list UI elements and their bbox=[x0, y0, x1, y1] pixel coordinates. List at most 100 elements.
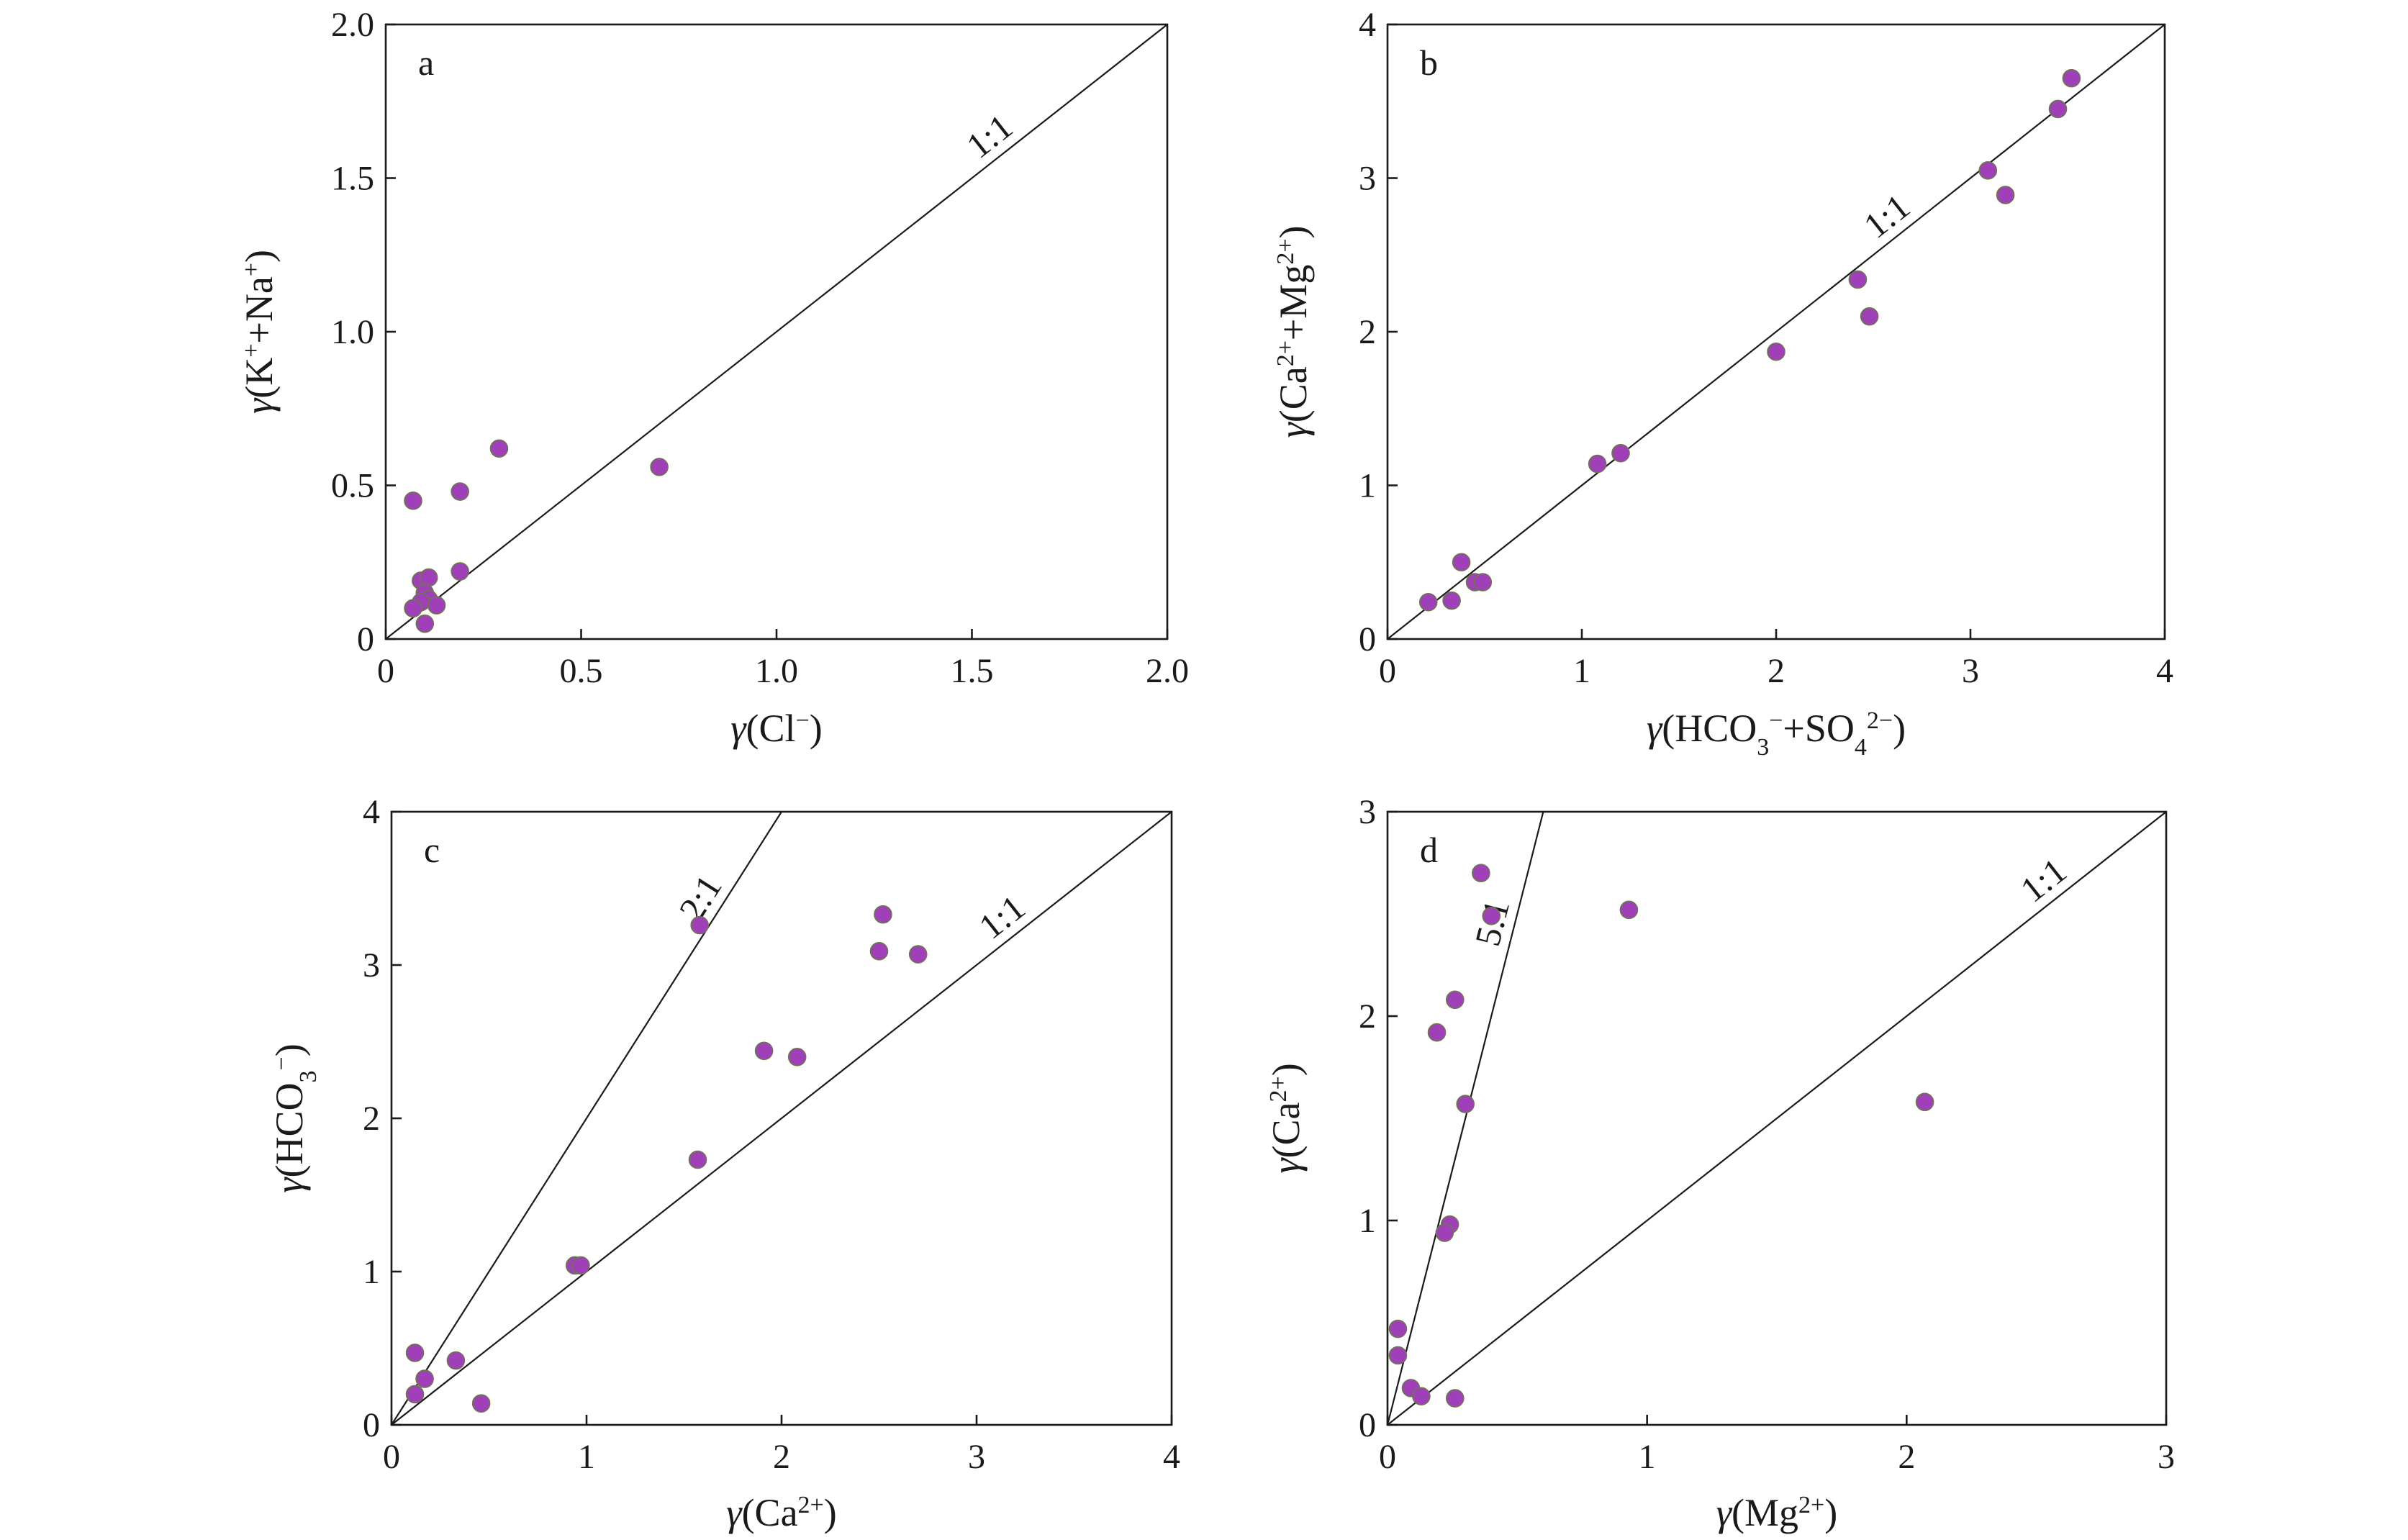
panel-d-data-point bbox=[1388, 1319, 1408, 1339]
panel-c-line-1-1 bbox=[391, 811, 1172, 1426]
panel-b-y-tick-label: 0 bbox=[1359, 620, 1376, 658]
panel-d-y-tick-label: 3 bbox=[1359, 793, 1376, 831]
panel-d-data-point bbox=[1445, 990, 1465, 1010]
panel-c-y-tick-label: 0 bbox=[363, 1406, 380, 1444]
panel-a-line-label: 1:1 bbox=[959, 106, 1020, 166]
panel-b-data-point bbox=[1767, 342, 1785, 361]
panel-a-x-tick-label: 1.0 bbox=[755, 652, 798, 690]
panel-a-data-point bbox=[427, 596, 446, 615]
panel-a-y-tick-label: 0.5 bbox=[331, 467, 374, 505]
panel-a-data-point bbox=[415, 614, 435, 633]
panel-b-x-tick-label: 0 bbox=[1379, 652, 1396, 690]
panel-c-x-tick-label: 0 bbox=[383, 1438, 400, 1476]
panel-b-data-point bbox=[1418, 592, 1438, 612]
panel-c-y-tick-label: 2 bbox=[363, 1100, 380, 1138]
panel-d-line-5-1 bbox=[1386, 811, 1544, 1426]
panel-a-y-axis-label: γ(K++Na+) bbox=[237, 250, 281, 414]
panel-c-label: c bbox=[424, 830, 440, 870]
panel-c-line-label: 1:1 bbox=[972, 887, 1033, 947]
panel-a-data-point bbox=[419, 568, 438, 587]
panel-b-data-point bbox=[1996, 186, 2015, 204]
panel-a-data-point bbox=[451, 482, 469, 501]
panel-c-y-axis-label: γ(HCO3−) bbox=[268, 1043, 322, 1192]
panel-a-data-point bbox=[404, 599, 422, 618]
panel-d-x-tick-label: 1 bbox=[1639, 1438, 1656, 1476]
panel-d-data-point bbox=[1915, 1092, 1934, 1112]
panel-a-data-point bbox=[451, 562, 469, 581]
panel-a-y-tick-label: 2.0 bbox=[331, 6, 374, 44]
panel-d-line-label: 1:1 bbox=[2013, 850, 2074, 910]
panel-d-data-point bbox=[1482, 907, 1501, 925]
panel-a-x-tick-label: 1.5 bbox=[951, 652, 994, 690]
panel-b-data-point bbox=[1588, 454, 1607, 474]
panel-c-data-point bbox=[405, 1385, 425, 1404]
panel-d-data-point bbox=[1472, 864, 1490, 882]
panel-d-y-tick-label: 2 bbox=[1359, 997, 1376, 1036]
panel-c-x-axis-label: γ(Ca2+) bbox=[726, 1491, 836, 1534]
panel-b-data-point bbox=[2048, 99, 2068, 119]
panel-c-data-point bbox=[571, 1256, 590, 1275]
panel-d-x-tick-label: 2 bbox=[1898, 1438, 1915, 1476]
panel-c-data-point bbox=[754, 1041, 774, 1061]
panel-d-frame bbox=[1386, 810, 2168, 1426]
panel-c-x-tick-label: 2 bbox=[773, 1438, 790, 1476]
panel-a-y-tick-label: 0 bbox=[357, 620, 374, 658]
panel-c-data-point bbox=[405, 1344, 425, 1362]
panel-b-line-label: 1:1 bbox=[1856, 186, 1917, 246]
panel-b-data-point bbox=[1473, 573, 1493, 592]
panel-a-line-1-1 bbox=[385, 24, 1168, 640]
panel-c-data-point bbox=[690, 915, 709, 935]
panel-c-data-point bbox=[874, 905, 892, 924]
panel-a-x-axis-label: γ(Cl−) bbox=[730, 707, 822, 750]
panel-b-x-tick-label: 2 bbox=[1767, 652, 1785, 690]
panel-d-data-point bbox=[1619, 900, 1639, 920]
panel-c-data-point bbox=[446, 1351, 466, 1370]
panel-d-data-point bbox=[1412, 1387, 1431, 1406]
panel-b-y-tick-label: 1 bbox=[1359, 467, 1376, 505]
panel-a-x-tick-label: 0 bbox=[377, 652, 394, 690]
panel-c-x-tick-label: 3 bbox=[968, 1438, 985, 1476]
panel-d-y-axis-label: γ(Ca2+) bbox=[1264, 1063, 1308, 1173]
panel-c-line-2-1 bbox=[391, 811, 782, 1426]
panel-d-data-point bbox=[1445, 1389, 1465, 1408]
panel-c-data-point bbox=[787, 1048, 807, 1066]
panel-c-data-point bbox=[415, 1369, 434, 1388]
panel-b-label: b bbox=[1420, 42, 1438, 83]
panel-d-label: d bbox=[1420, 830, 1438, 870]
panel-b-x-axis-label: γ(HCO3−+SO42−) bbox=[1647, 707, 1906, 761]
panel-a-data-point bbox=[650, 458, 669, 476]
panel-d-data-point bbox=[1456, 1095, 1475, 1113]
panel-a-y-tick-label: 1.5 bbox=[331, 160, 374, 198]
panel-b-data-point bbox=[1442, 591, 1461, 610]
panel-c-y-tick-label: 4 bbox=[363, 793, 380, 831]
panel-b-y-tick-label: 2 bbox=[1359, 313, 1376, 351]
panel-b-y-axis-label: γ(Ca2++Mg2+) bbox=[1272, 225, 1315, 438]
panel-b-data-point bbox=[2062, 68, 2081, 88]
panel-c-x-tick-label: 4 bbox=[1163, 1438, 1180, 1476]
panel-b-line-1-1 bbox=[1387, 24, 2165, 640]
panel-d-x-tick-label: 3 bbox=[2158, 1438, 2175, 1476]
panel-b-x-tick-label: 4 bbox=[2156, 652, 2173, 690]
panel-b-x-tick-label: 3 bbox=[1962, 652, 1979, 690]
panel-c-data-point bbox=[869, 942, 889, 961]
panel-b-y-tick-label: 4 bbox=[1359, 6, 1376, 44]
panel-d-x-axis-label: γ(Mg2+) bbox=[1716, 1491, 1837, 1534]
panel-c-data-point bbox=[471, 1394, 491, 1413]
panel-b-data-point bbox=[1860, 307, 1879, 326]
panel-d-data-point bbox=[1427, 1023, 1447, 1042]
panel-c-data-point bbox=[908, 945, 928, 964]
panel-a-x-tick-label: 0.5 bbox=[560, 652, 603, 690]
panel-d-y-tick-label: 0 bbox=[1359, 1406, 1376, 1444]
panel-a-data-point bbox=[404, 492, 422, 510]
panel-d-x-tick-label: 0 bbox=[1379, 1438, 1396, 1476]
panel-b-data-point bbox=[1452, 553, 1471, 572]
panel-d-line-1-1 bbox=[1387, 811, 2167, 1426]
panel-d-y-tick-label: 1 bbox=[1359, 1202, 1376, 1240]
panel-b-data-point bbox=[1848, 270, 1868, 289]
panel-c-y-tick-label: 3 bbox=[363, 946, 380, 984]
panel-a-y-tick-label: 1.0 bbox=[331, 313, 374, 351]
panel-d-data-point bbox=[1435, 1223, 1454, 1242]
panel-b-x-tick-label: 1 bbox=[1573, 652, 1590, 690]
panel-c-y-tick-label: 1 bbox=[363, 1253, 380, 1291]
